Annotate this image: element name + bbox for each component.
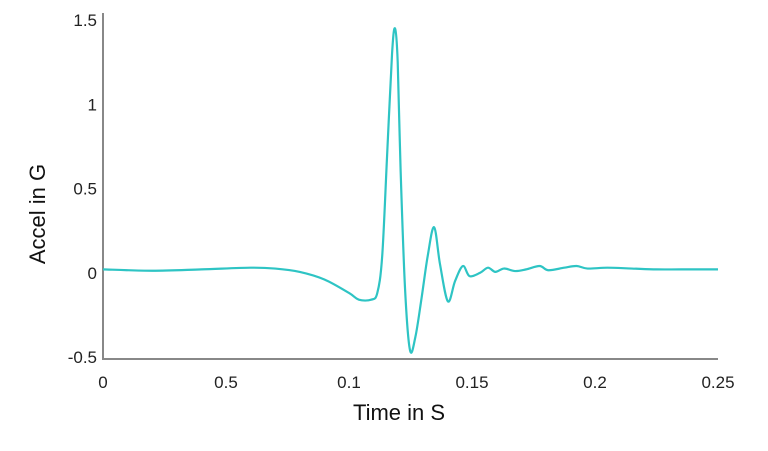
x-tick-label: 0.25 (701, 373, 734, 392)
x-tick-label: 0.1 (337, 373, 361, 392)
y-axis-label: Accel in G (25, 164, 50, 264)
x-tick-label: 0.2 (583, 373, 607, 392)
x-tick-label: 0.5 (214, 373, 238, 392)
x-tick-label: 0.15 (455, 373, 488, 392)
y-tick-label: 0.5 (73, 180, 97, 199)
x-tick-label: 0 (98, 373, 107, 392)
y-tick-label: 0 (88, 264, 97, 283)
x-axis-label: Time in S (353, 400, 445, 425)
y-tick-label: 1.5 (73, 11, 97, 30)
y-tick-label: 1 (88, 95, 97, 114)
series-line (102, 27, 719, 354)
y-tick-label: -0.5 (68, 348, 97, 367)
